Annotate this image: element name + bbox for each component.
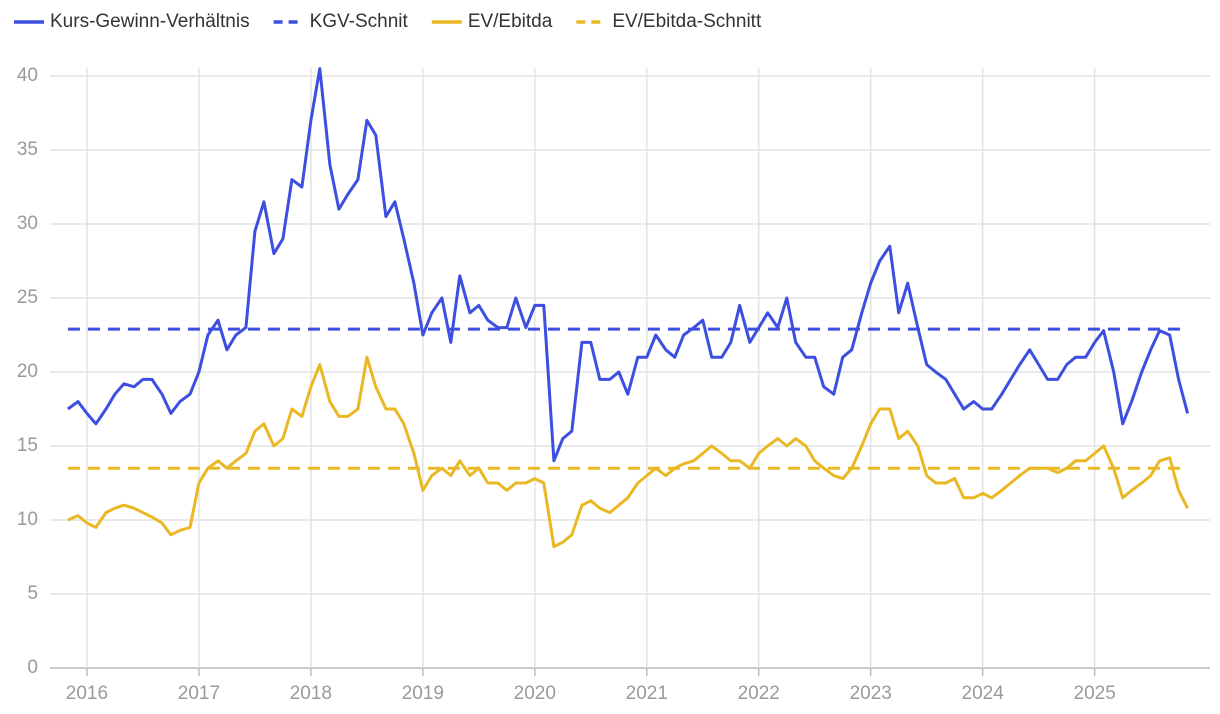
y-tick-label: 30 bbox=[17, 213, 38, 234]
x-tick-label: 2025 bbox=[1074, 683, 1116, 704]
legend-label: Kurs-Gewinn-Verhältnis bbox=[50, 11, 250, 32]
x-tick-label: 2020 bbox=[514, 683, 556, 704]
x-tick-label: 2022 bbox=[738, 683, 780, 704]
legend-label: EV/Ebitda bbox=[468, 11, 553, 32]
series-line bbox=[67, 67, 1190, 463]
series-line bbox=[67, 355, 1189, 549]
legend-label: EV/Ebitda-Schnitt bbox=[612, 11, 762, 32]
y-tick-label: 0 bbox=[27, 657, 38, 678]
x-tick-label: 2017 bbox=[178, 683, 220, 704]
y-tick-label: 35 bbox=[17, 139, 38, 160]
x-tick-label: 2021 bbox=[626, 683, 668, 704]
x-tick-label: 2016 bbox=[66, 683, 108, 704]
x-tick-label: 2024 bbox=[962, 683, 1005, 704]
y-tick-label: 25 bbox=[17, 287, 38, 308]
y-tick-label: 5 bbox=[27, 583, 38, 604]
legend-label: KGV-Schnit bbox=[310, 11, 409, 32]
y-tick-label: 15 bbox=[17, 435, 38, 456]
y-tick-label: 10 bbox=[17, 509, 38, 530]
y-tick-label: 40 bbox=[17, 65, 38, 86]
x-tick-label: 2018 bbox=[290, 683, 332, 704]
y-tick-label: 20 bbox=[17, 361, 38, 382]
x-tick-label: 2019 bbox=[402, 683, 444, 704]
x-tick-label: 2023 bbox=[850, 683, 892, 704]
